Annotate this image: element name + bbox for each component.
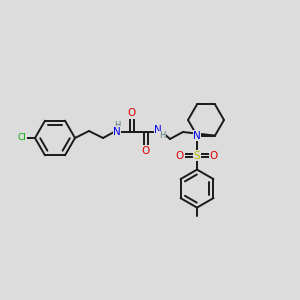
Text: H: H (114, 122, 120, 130)
Text: S: S (194, 151, 200, 160)
Text: Cl: Cl (18, 134, 26, 142)
Text: O: O (176, 151, 184, 160)
Text: N: N (154, 125, 162, 135)
Text: O: O (210, 151, 218, 160)
Text: N: N (113, 127, 121, 137)
Text: H: H (159, 131, 165, 140)
Text: O: O (142, 146, 150, 156)
Text: O: O (128, 108, 136, 118)
Text: N: N (193, 130, 201, 141)
